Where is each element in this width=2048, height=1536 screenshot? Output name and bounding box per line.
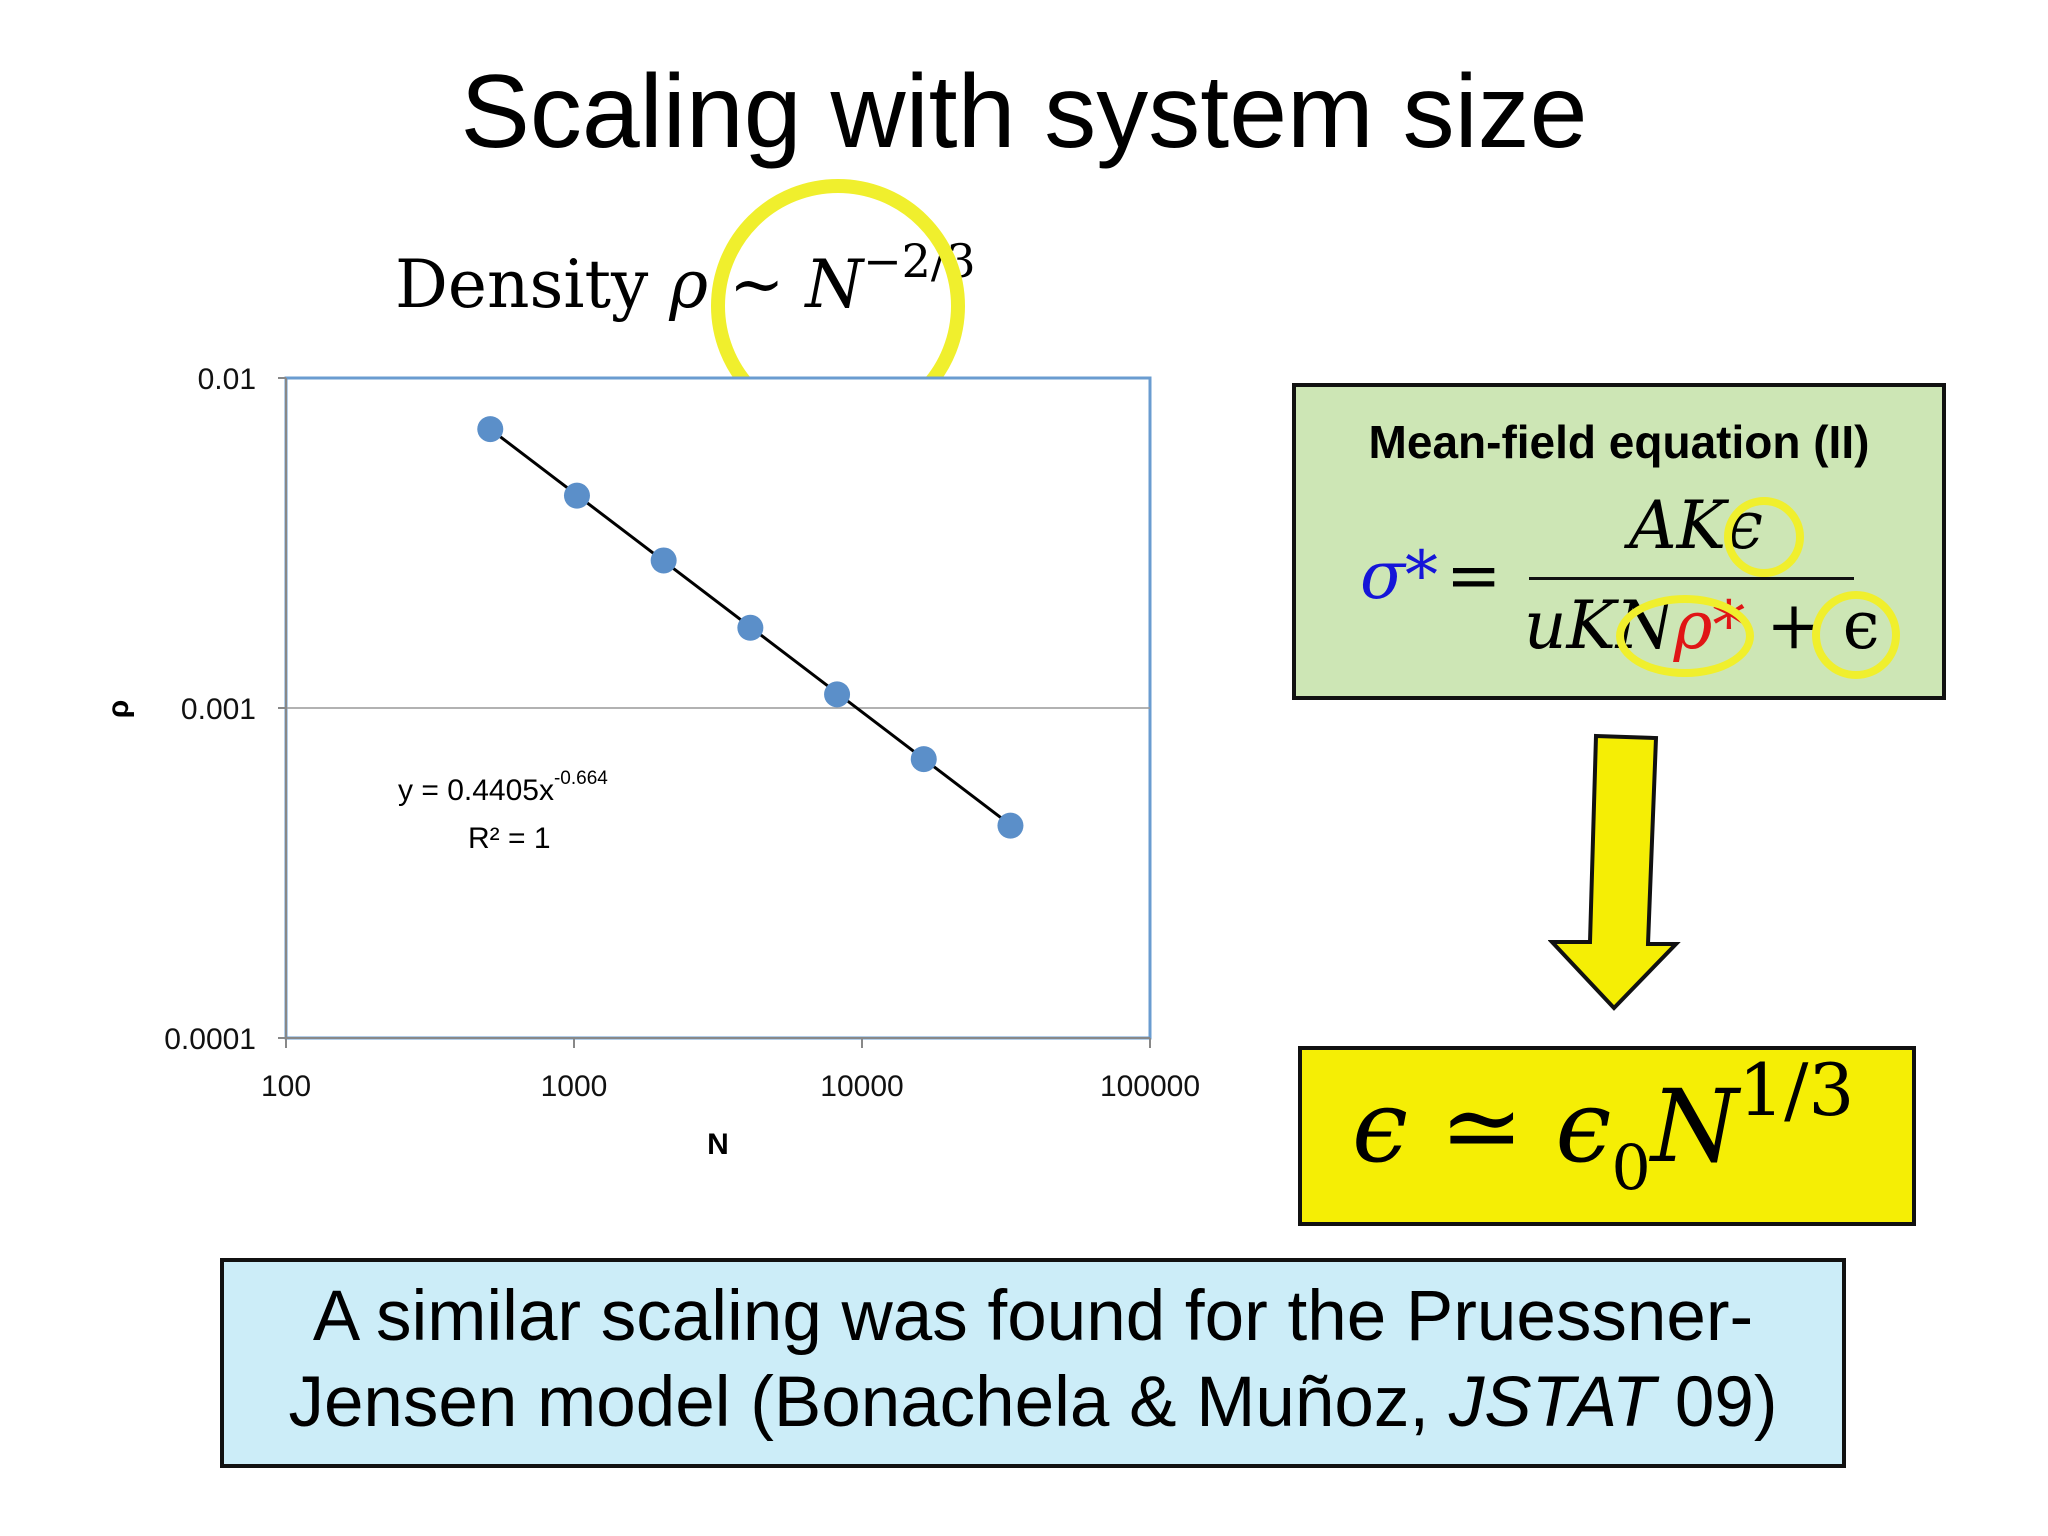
y-axis-title: ρ: [102, 700, 135, 719]
mean-field-title: Mean-field equation (II): [1368, 416, 1870, 468]
sim-symbol: ~: [729, 246, 785, 323]
y-tick-label: 0.001: [181, 693, 256, 726]
down-arrow: [1548, 733, 1681, 1011]
result-epsilon-zero: ϵ: [1555, 1068, 1612, 1185]
data-points: [477, 416, 1024, 839]
data-point: [910, 746, 937, 773]
result-n: N: [1650, 1068, 1739, 1185]
result-exponent: 1/3: [1738, 1048, 1855, 1132]
note-box: A similar scaling was found for the Prue…: [220, 1258, 1846, 1468]
y-tick-label: 0.01: [198, 363, 256, 396]
x-tick-label: 1000: [541, 1070, 608, 1103]
data-point: [737, 614, 764, 641]
data-point: [563, 482, 590, 509]
n-symbol: N: [805, 246, 864, 323]
note-line-2: Jensen model (Bonachela & Muñoz, JSTAT 0…: [224, 1360, 1842, 1446]
rho-symbol: ρ: [669, 246, 709, 323]
mean-field-box: Mean-field equation (II) σ* = AKϵ uKNρ* …: [1292, 383, 1946, 700]
note-line-1: A similar scaling was found for the Prue…: [312, 1277, 1754, 1356]
fraction-bar: [1529, 577, 1854, 580]
highlight-circle-epsilon-bottom: [1812, 591, 1900, 679]
equals-sign: =: [1446, 537, 1502, 614]
x-axis-title: N: [707, 1128, 729, 1161]
x-tick-label: 100: [261, 1070, 311, 1103]
result-epsilon: ϵ: [1352, 1068, 1409, 1185]
result-box: ϵ ≃ ϵ0N1/3: [1298, 1046, 1916, 1226]
slide-title: Scaling with system size: [460, 54, 1588, 170]
note-year: 09): [1655, 1363, 1778, 1442]
fit-equation: y = 0.4405x-0.664: [398, 768, 608, 807]
note-journal: JSTAT: [1448, 1363, 1656, 1442]
highlight-circle-epsilon-top: [1724, 497, 1804, 577]
r-squared: R² = 1: [468, 822, 551, 855]
data-point: [997, 812, 1024, 839]
density-label: Density ρ ~ N−2/3: [395, 234, 976, 331]
data-point: [650, 547, 677, 574]
data-point: [824, 681, 851, 708]
highlight-circle-n-rho: [1616, 595, 1754, 677]
x-tick-label: 10000: [820, 1070, 903, 1103]
note-text: Jensen model (Bonachela & Muñoz,: [288, 1363, 1449, 1442]
y-tick-label: 0.0001: [164, 1023, 256, 1056]
result-subscript: 0: [1611, 1131, 1651, 1204]
density-word: Density: [395, 246, 649, 323]
axis-ticks: 0.0001 0.001 0.01 100 1000 10000 100000: [164, 363, 1200, 1103]
down-arrow-shape: [1548, 733, 1681, 1011]
result-approx: ≃: [1439, 1068, 1524, 1185]
x-tick-label: 100000: [1100, 1070, 1200, 1103]
result-equation: ϵ ≃ ϵ0N1/3: [1352, 1048, 1854, 1204]
sigma-star: σ*: [1360, 537, 1439, 614]
data-point: [477, 416, 504, 443]
